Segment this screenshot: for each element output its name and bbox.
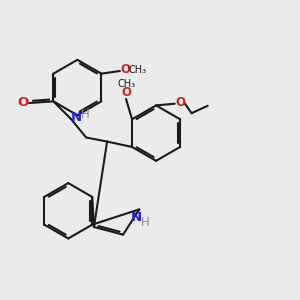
Text: H: H [80, 108, 89, 121]
Text: CH₃: CH₃ [128, 65, 147, 75]
Text: N: N [71, 111, 82, 124]
Text: H: H [141, 216, 150, 229]
Text: N: N [130, 211, 142, 224]
Text: O: O [121, 86, 131, 99]
Text: O: O [176, 96, 185, 109]
Text: O: O [18, 96, 29, 109]
Text: O: O [120, 64, 130, 76]
Text: CH₃: CH₃ [118, 79, 136, 89]
